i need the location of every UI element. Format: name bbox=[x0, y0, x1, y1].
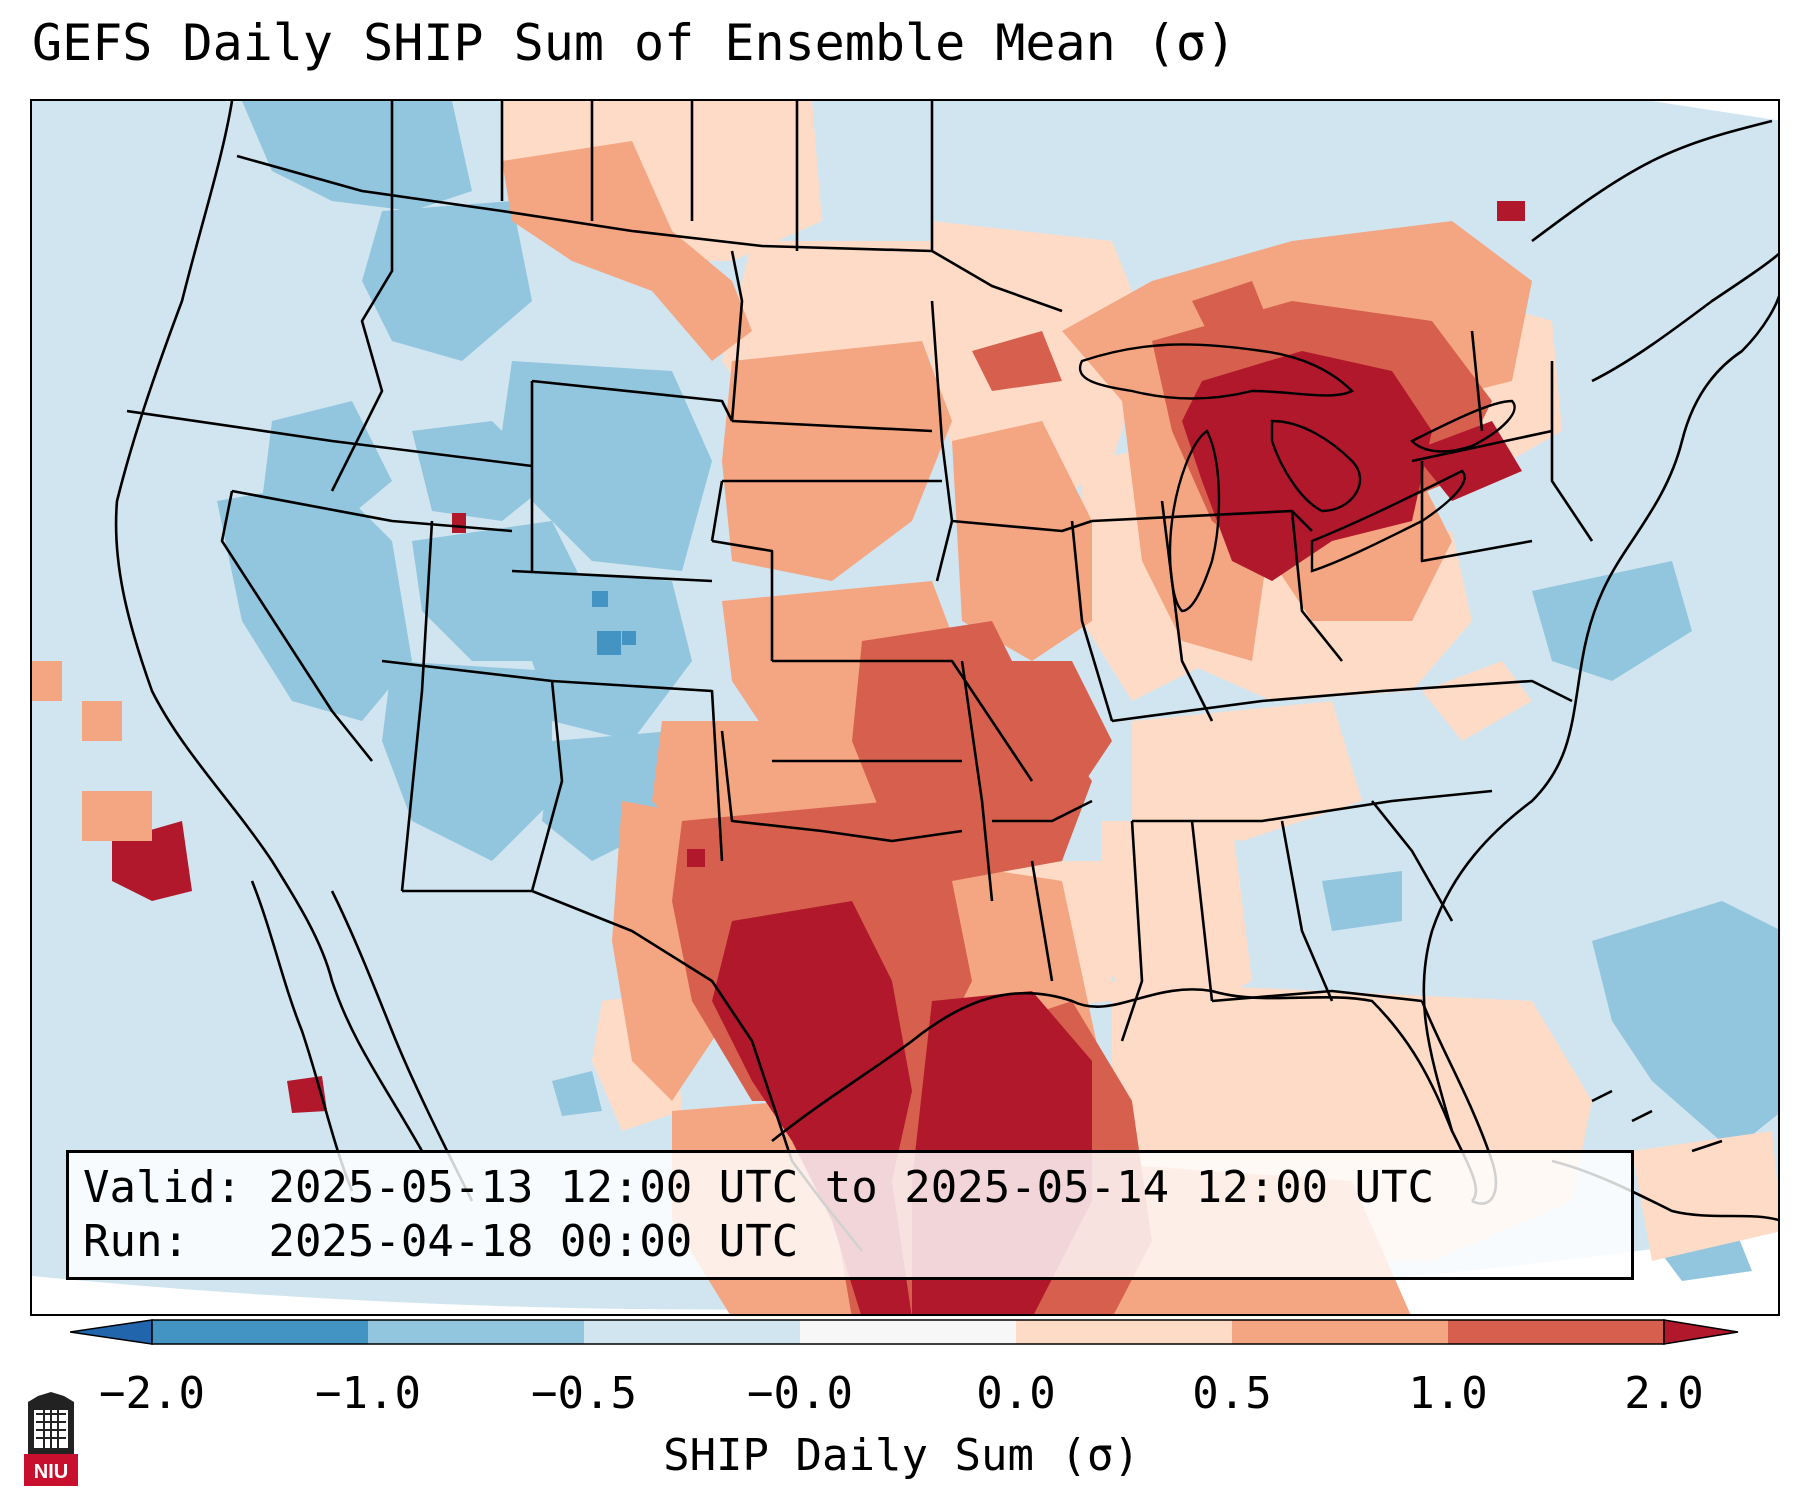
negative-anomaly-areas bbox=[217, 101, 1778, 1281]
colorbar-tick-label: −0.5 bbox=[531, 1368, 637, 1419]
colorbar-ticks: −2.0 −1.0 −0.5 −0.0 0.0 0.5 1.0 2.0 bbox=[0, 1368, 1803, 1428]
great-lakes bbox=[1078, 343, 1516, 613]
colorbar-segment-5 bbox=[1232, 1320, 1448, 1344]
run-info-box: Valid: 2025-05-13 12:00 UTC to 2025-05-1… bbox=[66, 1150, 1634, 1280]
colorbar bbox=[70, 1319, 1739, 1345]
map-title: GEFS Daily SHIP Sum of Ensemble Mean (σ) bbox=[32, 14, 1237, 72]
colorbar-segment-2 bbox=[584, 1320, 800, 1344]
colorbar-tick-label: 1.0 bbox=[1408, 1368, 1488, 1419]
run-time: 2025-04-18 00:00 UTC bbox=[268, 1216, 799, 1267]
colorbar-extend-low bbox=[70, 1319, 153, 1345]
valid-range: 2025-05-13 12:00 UTC to 2025-05-14 12:00… bbox=[268, 1162, 1435, 1213]
colorbar-tick-label: −1.0 bbox=[315, 1368, 421, 1419]
svg-text:NIU: NIU bbox=[34, 1461, 68, 1483]
colorbar-tick-label: 0.0 bbox=[976, 1368, 1056, 1419]
colorbar-label: SHIP Daily Sum (σ) bbox=[663, 1430, 1140, 1481]
colorbar-segment-6 bbox=[1448, 1320, 1664, 1344]
colorbar-segment-0 bbox=[152, 1320, 368, 1344]
anomaly-map bbox=[32, 101, 1778, 1314]
colorbar-segment-1 bbox=[368, 1320, 584, 1344]
colorbar-tick-label: −0.0 bbox=[747, 1368, 853, 1419]
colorbar-tick-label: −2.0 bbox=[99, 1368, 205, 1419]
niu-logo: NIU bbox=[24, 1392, 78, 1486]
colorbar-segment-3 bbox=[800, 1320, 1016, 1344]
colorbar-tick-label: 0.5 bbox=[1192, 1368, 1272, 1419]
political-boundaries bbox=[114, 101, 1778, 1252]
map-panel bbox=[30, 99, 1780, 1316]
colorbar-tick-label: 2.0 bbox=[1624, 1368, 1704, 1419]
colorbar-extend-high bbox=[1663, 1319, 1739, 1345]
pacific-positive-cells bbox=[32, 661, 152, 841]
valid-label: Valid: bbox=[83, 1162, 242, 1213]
colorbar-segment-4 bbox=[1016, 1320, 1232, 1344]
strong-negative-anomaly-cells bbox=[592, 591, 636, 655]
run-label: Run: bbox=[83, 1216, 189, 1267]
